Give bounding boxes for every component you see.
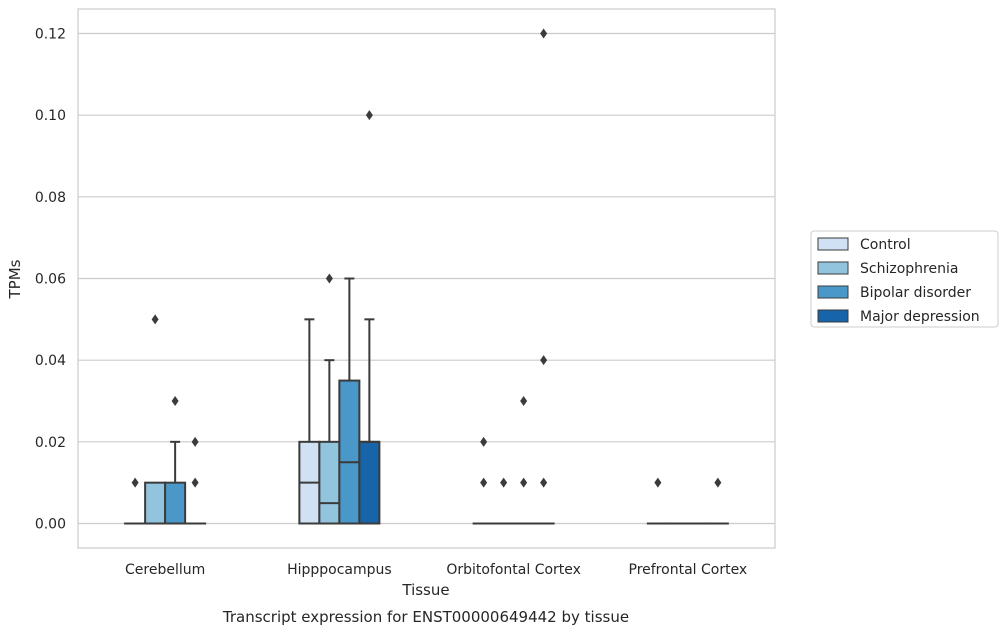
box-2-1: [492, 477, 515, 525]
x-tick-label: Hipppocampus: [287, 562, 392, 578]
x-tick-label: Prefrontal Cortex: [629, 562, 748, 578]
y-axis-label: TPMs: [6, 259, 24, 299]
box-0-2: [164, 396, 187, 525]
outlier-point: [500, 477, 508, 488]
outlier-point: [520, 396, 528, 406]
outlier-point: [540, 28, 548, 39]
y-tick-label: 0.00: [35, 517, 66, 533]
box-3-3: [706, 477, 729, 525]
legend-swatch: [817, 237, 849, 251]
box-1-0: [298, 318, 321, 525]
legend: Control Schizophrenia Bipolar disorder Majo…: [810, 230, 999, 328]
outlier-point: [365, 110, 373, 121]
legend-label: Control: [860, 237, 911, 253]
y-tick-label: 0.12: [35, 27, 66, 43]
box-iqr: [318, 440, 341, 525]
outlier-point: [540, 355, 548, 366]
outlier-point: [480, 436, 488, 447]
outlier-point: [325, 273, 333, 284]
x-tick-label: Cerebellum: [125, 562, 205, 578]
y-tick-label: 0.02: [35, 435, 66, 451]
outlier-point: [131, 477, 139, 488]
outlier-point: [520, 477, 528, 488]
box-1-3: [358, 110, 381, 525]
legend-swatch: [817, 261, 849, 275]
outlier-point: [151, 314, 159, 325]
box-0-3: [184, 436, 207, 525]
box-0-1: [144, 314, 167, 525]
box-iqr: [144, 481, 167, 525]
x-axis-label: Tissue: [401, 581, 449, 599]
outlier-point: [480, 477, 488, 488]
x-tick-label: Orbitofontal Cortex: [446, 562, 581, 578]
y-tick-label: 0.10: [35, 108, 66, 124]
box-iqr: [358, 440, 381, 525]
outlier-point: [191, 436, 199, 447]
box-2-3: [532, 28, 555, 525]
box-2-0: [472, 436, 495, 525]
box-1-1: [318, 273, 341, 525]
legend-frame: [810, 230, 999, 328]
outlier-point: [171, 396, 179, 406]
outlier-point: [654, 477, 662, 488]
outlier-point: [714, 477, 722, 488]
legend-label: Schizophrenia: [860, 261, 958, 277]
y-tick-label: 0.04: [35, 353, 66, 369]
legend-swatch: [817, 309, 849, 323]
box-groups: [124, 28, 729, 525]
y-tick-labels: 0.00 0.02 0.04 0.06 0.08 0.10 0.12: [35, 27, 66, 533]
legend-label: Major depression: [860, 309, 980, 325]
box-iqr: [164, 481, 187, 525]
legend-swatch: [817, 285, 849, 299]
outlier-point: [540, 477, 548, 488]
x-tick-labels: Cerebellum Hipppocampus Orbitofontal Corte…: [125, 562, 747, 578]
y-tick-label: 0.08: [35, 190, 66, 206]
outlier-point: [191, 477, 199, 488]
chart-caption: Transcript expression for ENST0000064944…: [222, 608, 629, 626]
box-iqr: [338, 379, 361, 525]
legend-label: Bipolar disorder: [860, 285, 971, 301]
y-tick-label: 0.06: [35, 272, 66, 288]
